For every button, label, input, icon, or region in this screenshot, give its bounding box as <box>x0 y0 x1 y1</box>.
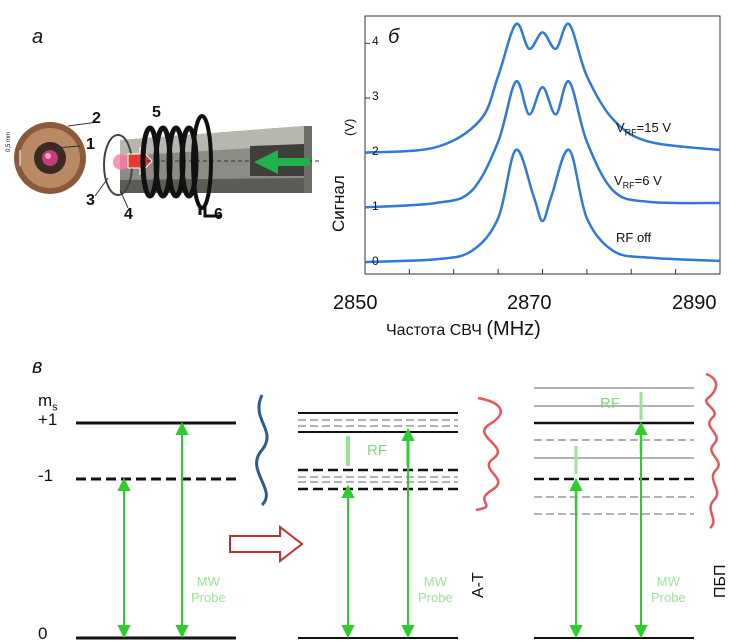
pbp-spectrum-curve <box>705 372 720 529</box>
callout-6: 6 <box>214 206 223 223</box>
trace-label-6v-main: V <box>614 173 623 188</box>
at-spectrum-curve <box>475 396 502 512</box>
measured-curve-1 <box>364 80 721 209</box>
trace-label-6v-sub: RF <box>622 180 635 191</box>
panel-label-v: в <box>32 356 43 378</box>
callout-2: 2 <box>92 110 101 127</box>
x-axis-label-unit: (MHz) <box>486 318 541 340</box>
trace-label-15v-sub: RF <box>624 127 637 138</box>
x-axis-label-ru: Частота СВЧ <box>386 322 482 339</box>
mw-arrows-middle <box>341 427 415 639</box>
trace-label-15v: VRF=15 V <box>616 120 671 138</box>
mw-label-right-probe: Probe <box>651 590 686 605</box>
ms-label-sub: s <box>52 401 58 414</box>
panel-label-a: а <box>32 26 44 48</box>
x-tick-2890: 2890 <box>672 292 717 314</box>
rf-label-right: RF <box>600 395 620 412</box>
ms-label-main: m <box>38 391 53 410</box>
measured-curve-0 <box>364 148 721 264</box>
y-tick-2: 2 <box>372 144 379 158</box>
y-tick-0: 0 <box>372 254 379 268</box>
mw-label-left-mw: MW <box>196 574 220 589</box>
mw-label-middle-probe: Probe <box>418 590 453 605</box>
trace-label-6v: VRF=6 V <box>614 173 662 191</box>
trace-label-6v-value: =6 V <box>634 173 662 188</box>
mw-label-right-mw: MW <box>656 574 680 589</box>
blue-spectrum-curve <box>255 394 269 507</box>
callout-5: 5 <box>152 104 161 121</box>
panel-label-b: б <box>388 26 400 48</box>
label-plus1: +1 <box>38 410 58 429</box>
mw-label-left-probe: Probe <box>191 590 226 605</box>
green-arrow-icon <box>254 150 310 174</box>
pbp-label: ПБП <box>712 564 729 599</box>
mw-label-right: MW Probe <box>651 574 686 606</box>
y-tick-3: 3 <box>372 89 379 103</box>
mw-arrows-right <box>569 421 648 639</box>
loop-6 <box>191 114 213 210</box>
y-tick-1: 1 <box>372 199 379 213</box>
at-label: A-T <box>470 572 487 598</box>
rf-label-middle: RF <box>367 442 387 459</box>
trace-label-rf-off: RF off <box>616 230 652 245</box>
label-minus1: -1 <box>38 466 54 485</box>
callout-1: 1 <box>86 136 95 153</box>
x-axis-label: Частота СВЧ (MHz) <box>386 318 541 341</box>
coil-5 <box>140 125 199 199</box>
trace-label-15v-value: =15 V <box>636 120 672 135</box>
callout-4: 4 <box>124 206 133 223</box>
label-zero: 0 <box>38 624 48 643</box>
mw-label-middle-mw: MW <box>423 574 447 589</box>
x-tick-2850: 2850 <box>333 292 378 314</box>
hollow-arrow-icon <box>229 524 304 564</box>
mw-arrows-left <box>117 421 189 639</box>
x-tick-2870: 2870 <box>507 292 552 314</box>
mw-label-middle: MW Probe <box>418 574 453 606</box>
callout-3: 3 <box>86 192 95 209</box>
mw-label-left: MW Probe <box>191 574 226 606</box>
y-tick-4: 4 <box>372 34 379 48</box>
measured-curve-2 <box>364 22 721 154</box>
trace-label-15v-main: V <box>616 120 625 135</box>
ms-label: ms <box>38 391 58 413</box>
